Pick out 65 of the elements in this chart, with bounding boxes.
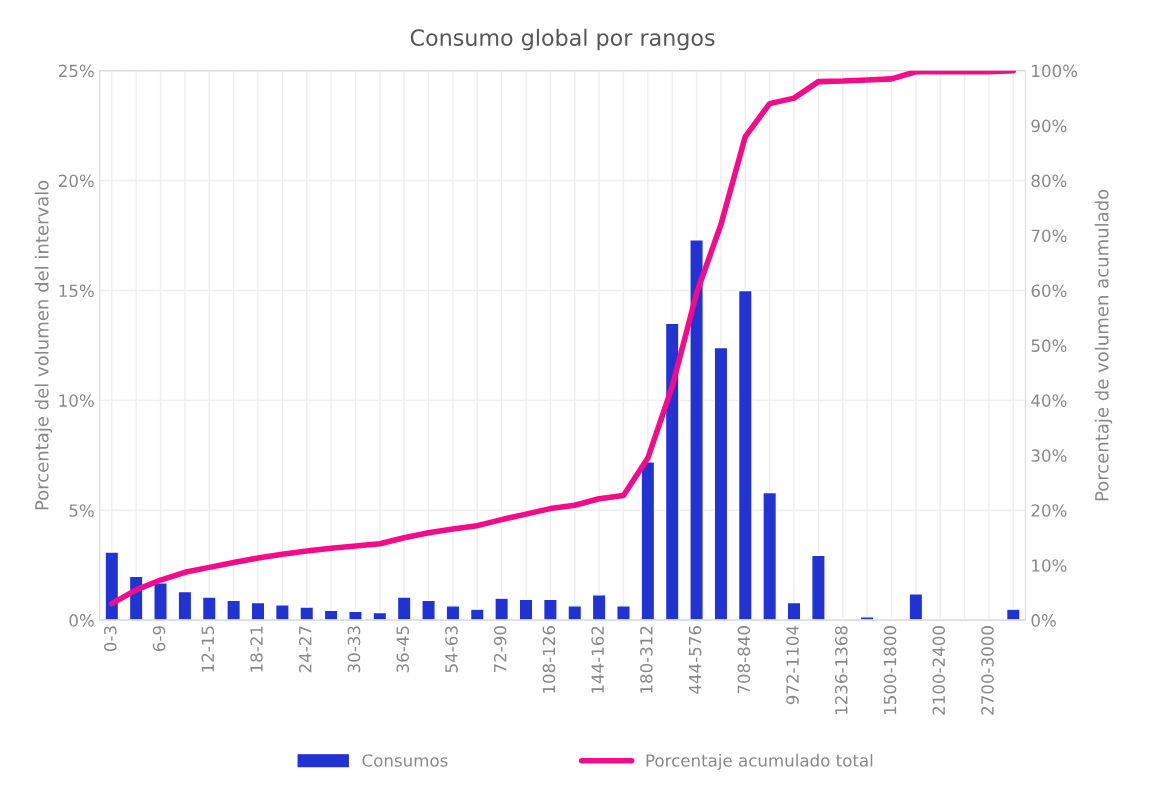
y-tick-label: 15% [59, 284, 94, 298]
x-tick-label: 0-3 [104, 626, 117, 652]
y-axis-title: Porcentaje del volumen del intervalo [34, 180, 53, 510]
bar [762, 491, 778, 621]
y2-tick-label: 10% [1032, 559, 1067, 572]
bar [810, 554, 826, 621]
bar [591, 594, 607, 621]
y-tick-label: 25% [58, 64, 94, 78]
bar [908, 593, 924, 621]
y-tick-label: 0% [69, 614, 94, 627]
x-tick-label: 108-126 [542, 626, 556, 693]
y2-axis-title: Porcentaje de volumen acumulado [1094, 189, 1113, 501]
x-tick-label: 2100-2400 [932, 626, 946, 715]
bar [737, 289, 753, 621]
y-tick-label: 10% [59, 394, 94, 407]
x-tick-label: 18-21 [250, 626, 263, 672]
y2-tick-label: 60% [1031, 284, 1067, 298]
bar [664, 322, 680, 621]
bar [104, 551, 120, 621]
x-tick-label: 144-162 [591, 626, 604, 693]
bar [542, 598, 558, 621]
bar [201, 596, 217, 621]
y2-tick-label: 40% [1031, 394, 1067, 407]
bar [713, 346, 729, 621]
legend-label: Porcentaje acumulado total [646, 753, 873, 770]
x-tick-label: 2700-3000 [981, 626, 994, 715]
x-tick-label: 30-33 [347, 626, 361, 673]
y2-tick-label: 30% [1031, 449, 1067, 462]
x-tick-label: 444-576 [688, 626, 702, 694]
x-tick-label: 180-312 [640, 626, 653, 693]
y-tick-label: 20% [58, 174, 94, 188]
y2-tick-label: 80% [1031, 174, 1067, 188]
bar [177, 590, 193, 621]
bar [226, 599, 242, 621]
x-tick-label: 72-90 [493, 626, 507, 673]
bar [396, 596, 412, 621]
x-tick-label: 1236-1368 [834, 626, 848, 715]
y2-tick-label: 50% [1031, 339, 1067, 352]
x-tick-label: 24-27 [298, 626, 312, 673]
x-tick-label: 54-63 [445, 626, 458, 673]
bar [616, 605, 631, 621]
bar [640, 461, 656, 621]
y2-tick-label: 0% [1031, 614, 1056, 627]
x-tick-label: 12-15 [201, 626, 215, 672]
bar [299, 606, 315, 621]
legend-label: Consumos [362, 754, 448, 767]
y-tick-label: 5% [69, 504, 94, 517]
x-tick-label: 708-840 [737, 626, 751, 694]
bar [689, 239, 704, 621]
bar [274, 604, 290, 621]
x-tick-label: 6-9 [152, 626, 166, 652]
y2-tick-label: 70% [1031, 229, 1067, 243]
bar [469, 608, 485, 621]
bar [1005, 608, 1021, 621]
x-tick-label: 972-1104 [786, 625, 799, 705]
bar [153, 582, 168, 621]
x-tick-label: 1500-1800 [883, 626, 897, 715]
y2-tick-label: 100% [1032, 64, 1078, 78]
chart-title: Consumo global por rangos [410, 28, 715, 51]
bar [494, 597, 510, 621]
bar [567, 605, 583, 621]
bar [421, 599, 436, 621]
x-tick-label: 36-45 [396, 626, 410, 673]
y2-tick-label: 20% [1031, 504, 1067, 517]
y2-tick-label: 90% [1031, 119, 1067, 133]
